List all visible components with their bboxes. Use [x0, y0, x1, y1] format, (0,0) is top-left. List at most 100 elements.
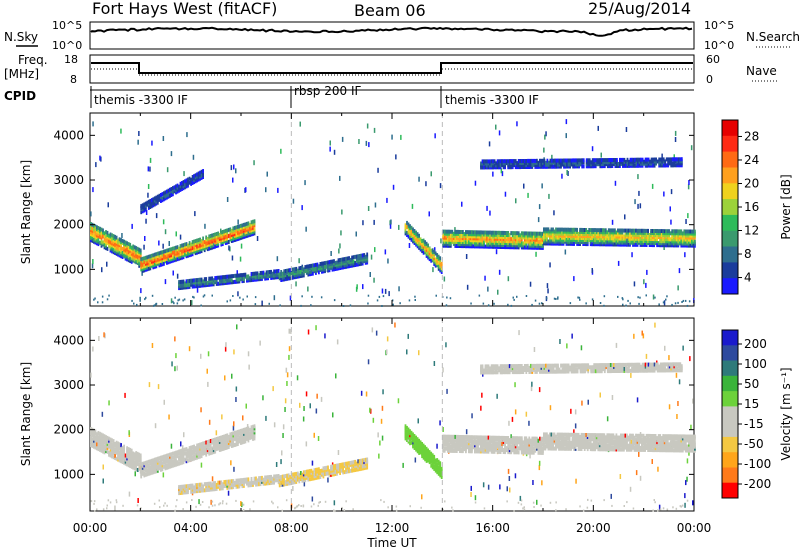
band-cell: [221, 445, 224, 449]
band-cell: [526, 245, 529, 250]
near-range-cell: [97, 301, 99, 304]
band-cell: [202, 484, 204, 489]
scatter-cell: [386, 336, 389, 342]
scatter-cell: [574, 423, 577, 429]
band-cell: [252, 428, 254, 433]
scatter-cell: [292, 198, 295, 204]
scatter-cell: [408, 243, 411, 248]
scatter-cell: [336, 339, 339, 345]
band-cell: [181, 181, 183, 185]
band-cell: [209, 447, 212, 452]
cpid-segment-label-2: themis -3300 IF: [445, 93, 539, 107]
band-cell: [103, 436, 106, 441]
band-cell: [175, 450, 177, 455]
band-cell: [558, 158, 561, 163]
scatter-cell: [407, 333, 409, 339]
band-cell: [161, 196, 164, 201]
band-cell: [607, 232, 610, 237]
band-cell: [185, 451, 188, 456]
scatter-cell: [587, 399, 589, 405]
near-range-cell: [557, 296, 559, 299]
band-cell: [483, 230, 485, 235]
band-cell: [465, 230, 467, 235]
band-cell: [127, 250, 130, 255]
band-cell: [454, 229, 457, 234]
band-cell: [240, 478, 242, 483]
near-range-cell: [279, 304, 281, 307]
band-cell: [255, 271, 257, 276]
near-range-cell: [611, 504, 613, 507]
band-cell: [203, 441, 206, 445]
band-cell: [262, 477, 265, 482]
band-cell: [299, 270, 302, 274]
near-range-cell: [349, 304, 352, 307]
near-range-cell: [452, 509, 454, 512]
scatter-cell: [528, 420, 530, 426]
scatter-cell: [381, 435, 384, 441]
near-range-cell: [296, 505, 299, 508]
band-cell: [599, 162, 602, 167]
scatter-cell: [108, 400, 110, 406]
band-cell: [115, 235, 118, 240]
scatter-cell: [501, 171, 504, 177]
scatter-cell: [170, 298, 173, 304]
band-cell: [243, 222, 245, 227]
band-cell: [663, 229, 666, 234]
band-cell: [185, 252, 188, 257]
band-cell: [639, 228, 642, 233]
scatter-cell: [495, 249, 498, 255]
band-cell: [206, 440, 209, 444]
band-cell: [200, 482, 203, 487]
scatter-cell: [232, 177, 234, 183]
near-range-cell: [246, 295, 248, 298]
band-cell: [287, 274, 290, 279]
band-cell: [654, 235, 657, 240]
scatter-cell: [559, 339, 561, 344]
band-cell: [345, 256, 347, 261]
scatter-cell: [507, 276, 510, 282]
band-cell: [668, 229, 671, 234]
band-cell: [187, 177, 189, 182]
band-cell: [302, 267, 305, 272]
band-cell: [532, 162, 535, 167]
band-cell: [129, 456, 132, 460]
band-cell: [208, 234, 211, 239]
band-cell: [534, 231, 537, 236]
scatter-cell: [102, 478, 104, 484]
band-cell: [406, 231, 408, 235]
band-cell: [102, 240, 104, 245]
band-cell: [536, 160, 538, 165]
band-cell: [124, 455, 127, 460]
band-cell: [536, 237, 538, 242]
band-cell: [564, 158, 567, 163]
band-cell: [184, 451, 186, 456]
scatter-cell: [380, 418, 383, 424]
band-cell: [120, 250, 122, 255]
band-cell: [608, 162, 611, 167]
band-cell: [120, 252, 122, 257]
band-cell: [220, 441, 223, 446]
band-cell: [493, 232, 496, 237]
band-cell: [179, 484, 182, 489]
scatter-cell: [191, 300, 193, 306]
band-cell: [244, 272, 247, 277]
band-cell: [199, 442, 201, 447]
scatter-cell: [233, 349, 235, 355]
scatter-cell: [471, 413, 473, 419]
band-cell: [449, 233, 452, 238]
scatter-cell: [527, 192, 529, 198]
scatter-cell: [651, 459, 653, 464]
band-cell: [642, 230, 645, 235]
scatter-cell: [266, 171, 268, 177]
band-cell: [176, 460, 179, 465]
scatter-cell: [200, 462, 203, 468]
band-cell: [520, 231, 523, 236]
band-cell: [160, 252, 162, 257]
band-cell: [252, 271, 254, 276]
scatter-cell: [386, 197, 388, 203]
band-cell: [220, 435, 223, 440]
band-cell: [140, 257, 143, 262]
near-range-cell: [294, 506, 297, 509]
band-cell: [268, 479, 271, 484]
band-cell: [234, 279, 236, 284]
